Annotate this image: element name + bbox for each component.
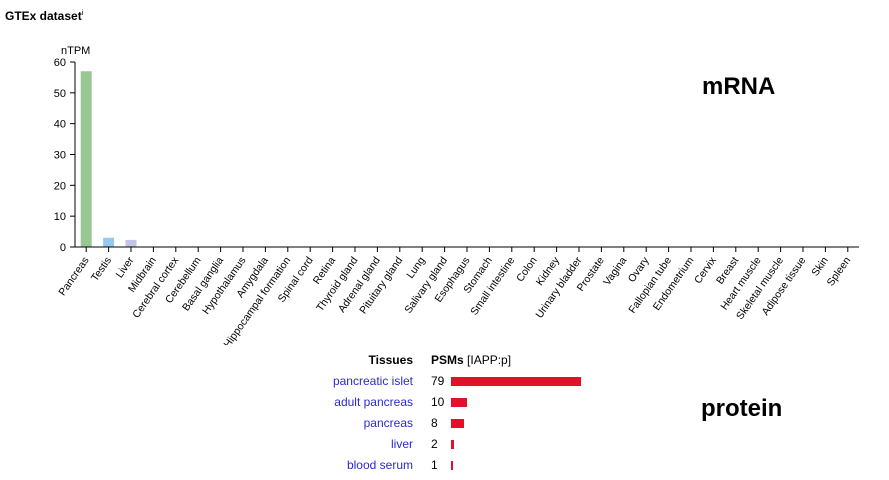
y-tick-label: 10 [54, 211, 66, 223]
psm-bar [451, 377, 581, 386]
psm-count: 2 [431, 437, 438, 451]
psms-header: PSMs [IAPP:p] [431, 353, 512, 367]
tissue-link[interactable]: adult pancreas [334, 395, 413, 409]
info-icon[interactable]: i [81, 10, 84, 17]
psm-count: 79 [431, 374, 445, 388]
bar[interactable] [80, 71, 92, 247]
y-axis-label: nTPM [61, 45, 90, 57]
tissue-link[interactable]: pancreatic islet [332, 374, 413, 388]
bar[interactable] [125, 239, 137, 247]
y-tick-label: 50 [54, 88, 66, 100]
x-tick-label: Spleen [825, 255, 854, 289]
tissue-link[interactable]: liver [390, 437, 413, 451]
y-tick-label: 60 [54, 57, 66, 69]
bar[interactable] [103, 237, 115, 247]
psm-count: 1 [431, 458, 438, 472]
psm-count: 8 [431, 416, 438, 430]
tissue-link[interactable]: pancreas [363, 416, 413, 430]
y-tick-label: 0 [60, 242, 66, 254]
mrna-label: mRNA [702, 73, 776, 100]
psm-bar [451, 461, 453, 470]
psm-bar [451, 398, 468, 407]
x-tick-label: Vagina [601, 255, 629, 288]
psm-count: 10 [431, 395, 445, 409]
x-tick-label: Skin [809, 255, 831, 279]
tissues-header: Tissues [368, 353, 413, 367]
psm-bar [451, 419, 465, 428]
protein-label: protein [701, 395, 783, 422]
chart-title: GTEx dataseti [5, 9, 84, 23]
x-tick-label: Testis [89, 255, 114, 284]
y-axis: 0 10 20 30 40 50 60 [54, 57, 76, 254]
y-tick-label: 30 [54, 150, 66, 162]
bars-group [80, 71, 137, 247]
y-tick-label: 40 [54, 119, 66, 131]
tissue-link[interactable]: blood serum [346, 458, 413, 472]
y-tick-label: 20 [54, 180, 66, 192]
psm-bar [451, 440, 455, 449]
x-tick-label: Pancreas [56, 255, 91, 298]
